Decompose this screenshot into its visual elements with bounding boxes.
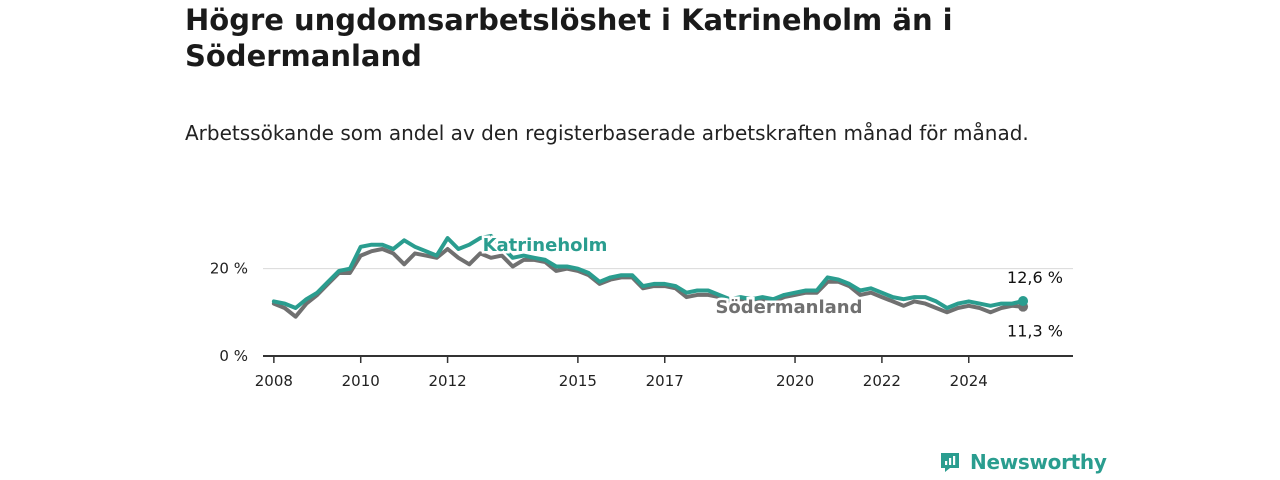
x-tick-label: 2022	[863, 372, 901, 390]
newsworthy-logo: Newsworthy	[938, 450, 1107, 474]
newsworthy-logo-icon	[941, 453, 959, 472]
series-labels: Södermanland 11,3 % Katrineholm 12,6 %	[480, 233, 1065, 343]
x-tick-label: 2008	[255, 372, 293, 390]
chart-title: Högre ungdomsarbetslöshet i Katrineholm …	[185, 3, 953, 73]
series-label-katrineholm: Katrineholm	[483, 235, 608, 256]
x-tick-label: 2015	[559, 372, 597, 390]
series-line-katrineholm	[271, 233, 1026, 310]
series-label-södermanland: Södermanland	[715, 297, 862, 318]
x-tick-label: 2024	[950, 372, 988, 390]
x-axis-ticks: 2008 2010 2012 2015 2017 2020 2022 2024	[255, 356, 988, 390]
x-tick-label: 2020	[776, 372, 814, 390]
series-line-södermanland	[271, 247, 1026, 319]
series-end-point-katrineholm	[1018, 295, 1029, 306]
x-tick-label: 2012	[428, 372, 466, 390]
y-tick-label: 0 %	[219, 347, 248, 365]
series-group	[271, 233, 1029, 319]
x-tick-label: 2010	[342, 372, 380, 390]
y-tick-label: 20 %	[210, 260, 248, 278]
end-value-katrineholm: 12,6 %	[1007, 268, 1063, 287]
end-value-södermanland: 11,3 %	[1007, 322, 1063, 341]
x-tick-label: 2017	[646, 372, 684, 390]
chart-subtitle: Arbetssökande som andel av den registerb…	[185, 121, 1029, 145]
y-axis-ticks: 0 % 20 %	[210, 260, 248, 365]
newsworthy-logo-text: Newsworthy	[970, 450, 1107, 474]
